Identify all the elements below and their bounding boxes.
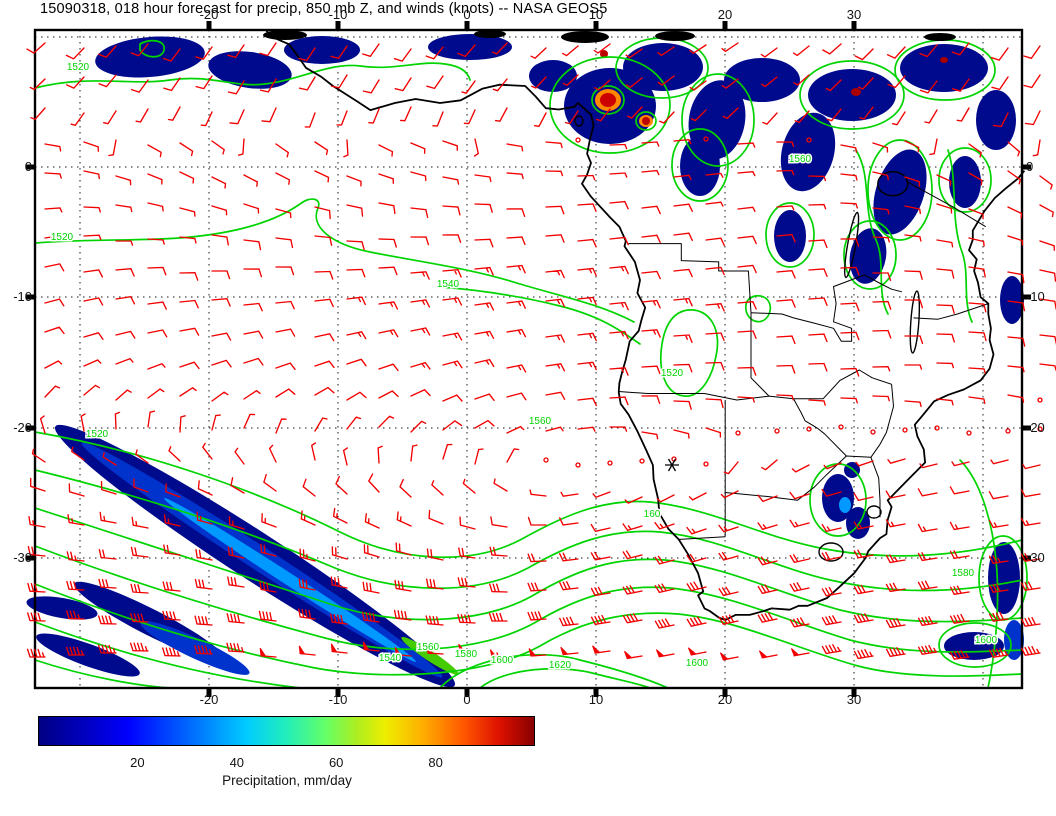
contour-label: 1560 xyxy=(529,416,552,427)
colorbar-tick-label: 80 xyxy=(428,755,443,770)
contour-label: 1520 xyxy=(67,62,90,73)
wind-barb-field xyxy=(26,42,1056,661)
colorbar-tick-label: 60 xyxy=(328,755,344,770)
map-marker xyxy=(665,458,679,472)
colorbar-tick-label: 20 xyxy=(130,755,145,770)
y-axis-tick-label-left: -10 xyxy=(13,289,32,304)
map-canvas: 1520 1520 1520 1540 1520 1560 1560 160 1540 1560 1… xyxy=(26,21,1056,697)
contour-label: 1520 xyxy=(86,429,109,440)
x-axis-tick-label-bottom: -20 xyxy=(199,692,219,707)
x-axis-tick-label-top: -10 xyxy=(328,7,348,22)
contour-label: 1520 xyxy=(661,368,684,379)
y-axis-tick-label-left: -20 xyxy=(13,420,32,435)
x-axis-tick-label-bottom: 20 xyxy=(717,692,733,707)
x-axis-tick-label-top: 0 xyxy=(463,7,471,22)
y-axis-tick-label-right: -30 xyxy=(1026,550,1045,565)
contour-label: 1600 xyxy=(686,658,709,669)
contour-label: 1600 xyxy=(975,635,998,646)
y-axis-tick-label-left: -30 xyxy=(13,550,32,565)
y-axis-tick-label-right: 0 xyxy=(1026,159,1034,174)
contour-label: 1560 xyxy=(417,642,440,653)
x-axis-tick-label-bottom: 30 xyxy=(846,692,862,707)
colorbar-tick-label: 40 xyxy=(229,755,245,770)
y-axis-tick-label-right: -20 xyxy=(1026,420,1045,435)
contour-label: 1580 xyxy=(455,649,478,660)
x-axis-tick-label-bottom: 10 xyxy=(588,692,604,707)
contour-label: 1560 xyxy=(789,154,812,165)
contour-label: 1540 xyxy=(437,279,460,290)
x-axis-tick-label-top: 20 xyxy=(717,7,733,22)
contour-label: 1540 xyxy=(379,653,402,664)
x-axis-tick-label-top: 30 xyxy=(846,7,862,22)
contour-label: 1600 xyxy=(491,655,514,666)
contour-label: 1580 xyxy=(952,568,975,579)
colorbar xyxy=(38,716,535,746)
colorbar-title: Precipitation, mm/day xyxy=(222,773,352,788)
contour-label: 160 xyxy=(644,509,661,520)
contour-label: 1520 xyxy=(51,232,74,243)
x-axis-tick-label-bottom: -10 xyxy=(328,692,348,707)
x-axis-tick-label-top: 10 xyxy=(588,7,604,22)
y-axis-tick-label-right: -10 xyxy=(1026,289,1045,304)
figure-title: 15090318, 018 hour forecast for precip, … xyxy=(40,1,608,17)
x-axis-tick-label-bottom: 0 xyxy=(463,692,471,707)
x-axis-tick-label-top: -20 xyxy=(199,7,219,22)
contour-label: 1620 xyxy=(549,660,572,671)
y-axis-tick-label-left: 0 xyxy=(24,159,32,174)
